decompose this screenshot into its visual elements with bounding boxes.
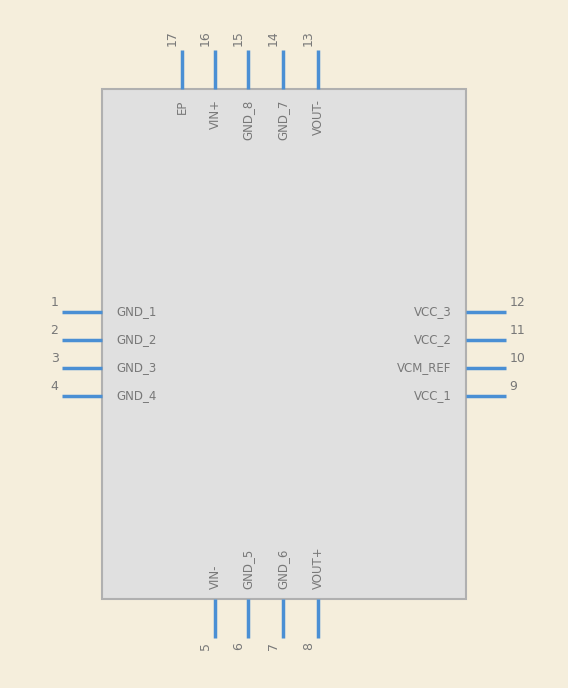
Text: 1: 1 [51,296,59,309]
Text: 2: 2 [51,324,59,337]
Text: VCC_2: VCC_2 [414,334,452,347]
Text: GND_4: GND_4 [116,389,157,402]
Text: 14: 14 [267,30,280,45]
Text: VCC_3: VCC_3 [414,305,452,319]
Text: GND_2: GND_2 [116,334,157,347]
Text: GND_1: GND_1 [116,305,157,319]
Text: 15: 15 [232,30,245,45]
Text: GND_5: GND_5 [241,548,254,588]
Text: 17: 17 [166,30,179,45]
Text: GND_3: GND_3 [116,361,157,374]
Text: VCM_REF: VCM_REF [398,361,452,374]
Text: 4: 4 [51,380,59,393]
Bar [102,89,466,599]
Text: 16: 16 [199,30,212,45]
Text: VCC_1: VCC_1 [414,389,452,402]
Text: 13: 13 [302,30,315,45]
Text: 8: 8 [302,643,315,650]
Text: 7: 7 [267,643,280,650]
Text: VOUT+: VOUT+ [311,546,324,588]
Text: 5: 5 [199,643,212,650]
Text: GND_7: GND_7 [277,100,290,140]
Text: EP: EP [176,100,189,114]
Text: GND_6: GND_6 [277,548,290,588]
Text: 10: 10 [509,352,525,365]
Text: GND_8: GND_8 [241,100,254,140]
Text: 11: 11 [509,324,525,337]
Text: 9: 9 [509,380,517,393]
Text: VOUT-: VOUT- [311,100,324,136]
Text: 3: 3 [51,352,59,365]
Text: VIN-: VIN- [208,564,222,588]
Text: VIN+: VIN+ [208,100,222,129]
Text: 12: 12 [509,296,525,309]
Text: 6: 6 [232,643,245,650]
